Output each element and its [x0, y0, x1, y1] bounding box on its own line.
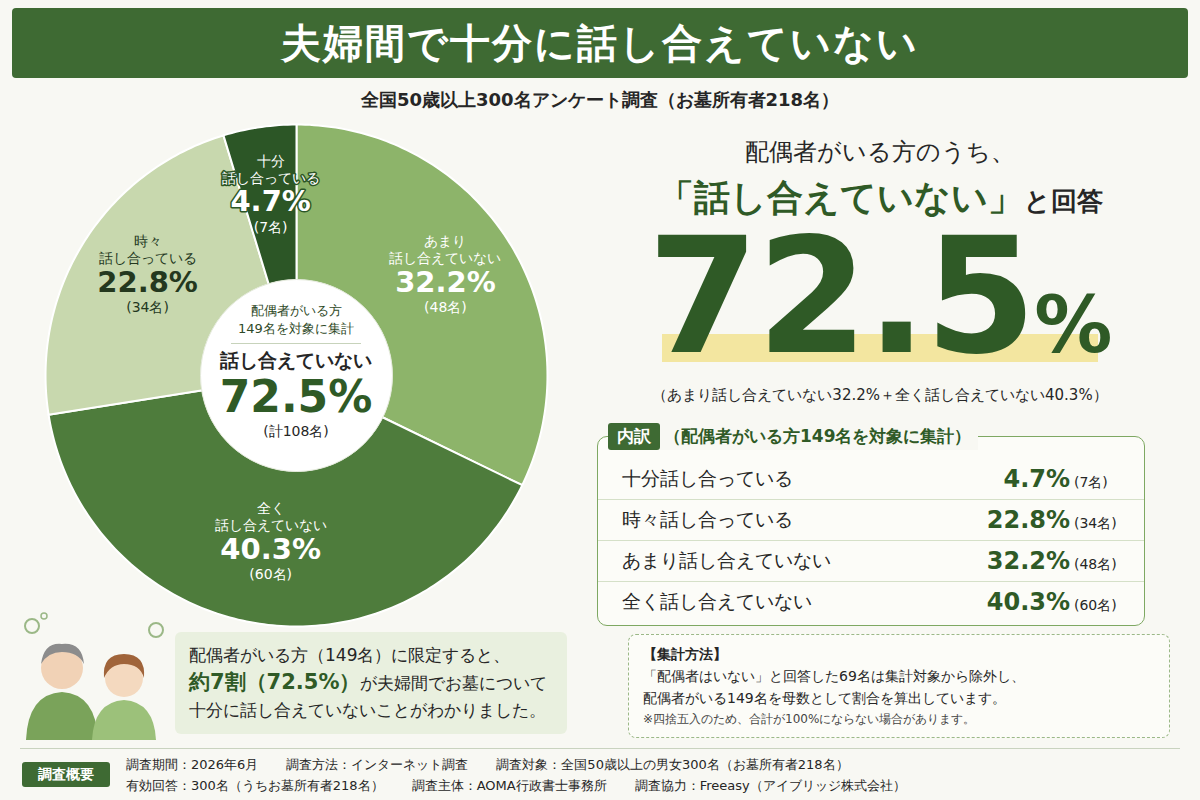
- svg-text:(34名): (34名): [126, 299, 169, 315]
- html-text:40.3% (60名): 40.3% (60名): [986, 588, 1117, 616]
- html-text:全国50歳以上300名アンケート調査（お墓所有者218名）: 全国50歳以上300名アンケート調査（お墓所有者218名）: [360, 89, 840, 110]
- svg-text:40.3%: 40.3%: [220, 532, 321, 566]
- svg-text:22.8%: 22.8%: [97, 265, 198, 299]
- html-text:22.8% (34名): 22.8% (34名): [986, 506, 1117, 534]
- html-text:※四捨五入のため、合計が100%にならない場合があります。: ※四捨五入のため、合計が100%にならない場合があります。: [643, 712, 976, 726]
- html-text:時々話し合っている: 時々話し合っている: [622, 508, 793, 530]
- html-text:あまり話し合えていない: あまり話し合えていない: [622, 549, 831, 571]
- html-text:【集計方法】: 【集計方法】: [643, 646, 727, 662]
- html-text:149名を対象に集計: 149名を対象に集計: [238, 321, 354, 336]
- html-text:「配偶者はいない」と回答した69名は集計対象から除外し、: 「配偶者はいない」と回答した69名は集計対象から除外し、: [643, 668, 1025, 684]
- html-text:（あまり話し合えていない32.2%＋全く話し合えていない40: （あまり話し合えていない32.2%＋全く話し合えていない40.3%）: [652, 386, 1108, 404]
- html-text:十分に話し合えていないことがわかりました。: 十分に話し合えていないことがわかりました。: [189, 700, 546, 720]
- svg-text:4.7%: 4.7%: [230, 184, 310, 218]
- html-text:配偶者がいる149名を母数として割合を算出しています。: 配偶者がいる149名を母数として割合を算出しています。: [643, 690, 1006, 706]
- html-text:話し合えていない: 話し合えていない: [220, 349, 372, 371]
- html-text:配偶者がいる方: 配偶者がいる方: [250, 303, 342, 318]
- svg-text:32.2%: 32.2%: [395, 265, 496, 299]
- html-text:調査期間：2026年6月: 調査期間：2026年6月: [126, 757, 259, 772]
- html-text:調査概要: 調査概要: [38, 765, 94, 782]
- svg-text:あまり話し合えていない: あまり話し合えていない: [389, 233, 501, 266]
- html-text:72.5%: 72.5%: [219, 371, 373, 422]
- svg-text:十分話し合っている: 十分話し合っている: [222, 153, 320, 186]
- html-text:十分話し合っている: 十分話し合っている: [622, 467, 793, 489]
- html-text:調査協力：Freeasy（アイブリッジ株式会社）: 調査協力：Freeasy（アイブリッジ株式会社）: [634, 778, 906, 793]
- html-text:「話し合えていない」と回答: 「話し合えていない」と回答: [657, 177, 1103, 218]
- html-text:夫婦間で十分に話し合えていない: 夫婦間で十分に話し合えていない: [281, 19, 919, 66]
- html-text:約7割（72.5%）が夫婦間でお墓について: 約7割（72.5%）が夫婦間でお墓について: [189, 670, 548, 694]
- html-text:配偶者がいる方のうち、: 配偶者がいる方のうち、: [745, 138, 1015, 166]
- html-text:調査主体：AOMA行政書士事務所: 調査主体：AOMA行政書士事務所: [411, 778, 607, 793]
- svg-text:(7名): (7名): [254, 219, 288, 235]
- svg-text:(60名): (60名): [249, 566, 292, 582]
- html-text:調査対象：全国50歳以上の男女300名（お墓所有者218名）: 調査対象：全国50歳以上の男女300名（お墓所有者218名）: [496, 757, 849, 772]
- html-text:4.7% (7名): 4.7% (7名): [1003, 465, 1108, 493]
- html-text:有効回答：300名（うちお墓所有者218名）: 有効回答：300名（うちお墓所有者218名）: [126, 778, 384, 793]
- svg-text:(48名): (48名): [424, 299, 467, 315]
- html-text:72.5: 72.5: [647, 203, 1035, 390]
- svg-text:全く話し合えていない: 全く話し合えていない: [215, 500, 327, 533]
- html-text:内訳: 内訳: [617, 426, 651, 446]
- html-text:（配偶者がいる方149名を対象に集計）: （配偶者がいる方149名を対象に集計）: [664, 426, 972, 446]
- html-text:32.2% (48名): 32.2% (48名): [986, 547, 1117, 575]
- svg-text:時々話し合っている: 時々話し合っている: [99, 233, 197, 266]
- html-text:(計108名): (計108名): [263, 423, 329, 439]
- html-text:全く話し合えていない: 全く話し合えていない: [622, 590, 812, 612]
- html-text:調査方法：インターネット調査: 調査方法：インターネット調査: [286, 757, 469, 772]
- html-text:配偶者がいる方（149名）に限定すると、: 配偶者がいる方（149名）に限定すると、: [189, 645, 511, 665]
